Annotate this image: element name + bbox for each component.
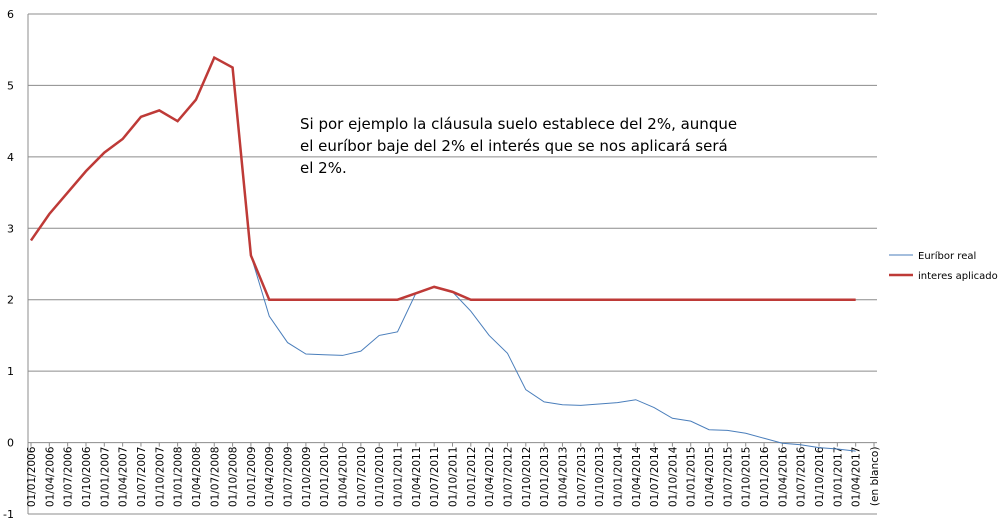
legend-label: Euríbor real: [918, 250, 976, 262]
x-tick-label: 01/01/2008: [173, 447, 185, 508]
x-tick-label: 01/04/2010: [338, 447, 350, 508]
x-tick-label: 01/04/2016: [777, 446, 789, 507]
x-tick-label: 01/10/2007: [154, 447, 166, 508]
y-tick-label: 1: [7, 365, 14, 378]
x-tick-label: 01/07/2011: [429, 447, 441, 508]
x-tick-label: 01/04/2012: [484, 447, 496, 508]
x-tick-label: 01/07/2006: [63, 446, 75, 507]
x-tick-label: 01/01/2012: [466, 447, 478, 508]
x-tick-label: 01/07/2008: [209, 447, 221, 508]
y-tick-label: 4: [7, 151, 14, 164]
x-tick-label: 01/01/2016: [759, 446, 771, 507]
y-tick-label: -1: [3, 508, 14, 521]
x-tick-label: 01/10/2008: [228, 447, 240, 508]
legend-label: interes aplicado: [918, 271, 998, 282]
x-tick-label: 01/01/2010: [319, 447, 331, 508]
x-tick-label: 01/04/2014: [631, 446, 643, 507]
x-tick-label: 01/04/2015: [704, 447, 716, 508]
x-tick-label: 01/01/2013: [539, 447, 551, 508]
y-tick-label: 2: [7, 294, 14, 307]
x-tick-label: 01/10/2010: [374, 447, 386, 508]
x-tick-label: 01/10/2016: [814, 446, 826, 507]
x-tick-label: 01/04/2006: [44, 446, 56, 507]
x-tick-label: 01/04/2017: [851, 447, 863, 508]
y-tick-label: 6: [7, 8, 14, 21]
x-tick-label: 01/01/2014: [612, 446, 624, 507]
x-tick-label: 01/01/2009: [246, 447, 258, 508]
x-tick-label: 01/07/2010: [356, 447, 368, 508]
x-tick-label: 01/01/2015: [686, 447, 698, 508]
x-tick-label: 01/07/2007: [136, 447, 148, 508]
y-tick-label: 0: [7, 437, 14, 450]
x-tick-label: 01/10/2012: [521, 447, 533, 508]
x-tick-label: 01/01/2017: [832, 447, 844, 508]
x-tick-label: 01/10/2009: [301, 447, 313, 508]
x-tick-label: 01/07/2016: [796, 446, 808, 507]
x-tick-label: 01/07/2015: [722, 447, 734, 508]
annotation: el euríbor baje del 2% el interés que se…: [300, 137, 728, 155]
x-tick-label: 01/01/2011: [393, 447, 405, 508]
annotation: el 2%.: [300, 159, 347, 177]
x-tick-label: 01/01/2006: [26, 446, 38, 507]
x-tick-label: 01/04/2013: [557, 447, 569, 508]
annotation: Si por ejemplo la cláusula suelo estable…: [300, 115, 737, 133]
x-tick-label: 01/07/2013: [576, 447, 588, 508]
x-tick-label: 01/10/2013: [594, 447, 606, 508]
x-tick-label: 01/07/2009: [283, 447, 295, 508]
x-tick-label: 01/01/2007: [99, 447, 111, 508]
y-tick-label: 3: [7, 222, 14, 235]
x-tick-label: 01/10/2006: [81, 446, 93, 507]
x-tick-label: 01/04/2011: [411, 447, 423, 508]
y-tick-label: 5: [7, 79, 14, 92]
x-tick-label: 01/04/2008: [191, 447, 203, 508]
series-line: [29, 55, 856, 301]
x-tick-label: 01/07/2012: [502, 447, 514, 508]
x-tick-label: 01/10/2015: [741, 447, 753, 508]
x-tick-label: 01/10/2011: [448, 447, 460, 508]
x-tick-label: 01/04/2007: [118, 447, 130, 508]
x-tick-label: (en blanco): [869, 447, 881, 507]
x-tick-label: 01/04/2009: [264, 447, 276, 508]
x-tick-label: 01/10/2014: [667, 446, 679, 507]
x-tick-label: 01/07/2014: [649, 446, 661, 507]
